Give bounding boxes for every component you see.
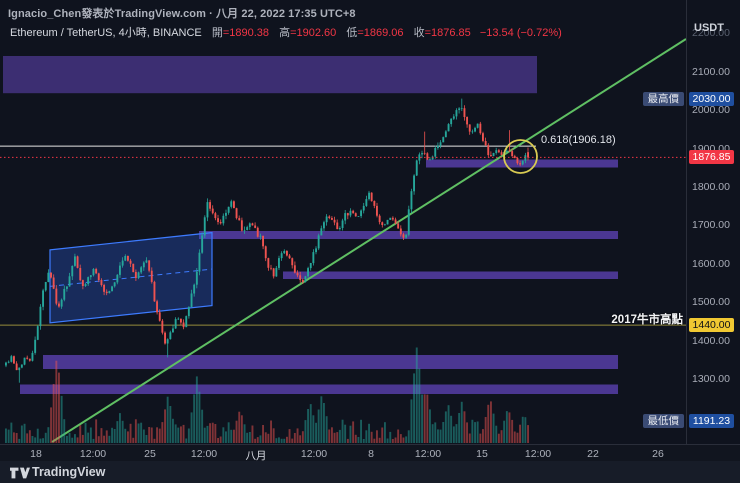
session-low-label-badge: 最低價 xyxy=(642,413,684,428)
price-tick-label: 2200.00 xyxy=(692,27,730,40)
zone-1560-1580 xyxy=(283,271,618,279)
session-high-label-badge: 最高價 xyxy=(642,91,684,106)
time-axis[interactable] xyxy=(0,445,740,461)
close-value: =1876.85 xyxy=(424,27,471,39)
session-low-price-badge: 1191.23 xyxy=(689,413,734,428)
footer-bar xyxy=(0,461,740,483)
price-axis-border xyxy=(686,0,687,444)
price-tick-label: 1400.00 xyxy=(692,334,730,347)
price-tick-label: 2100.00 xyxy=(692,65,730,78)
time-tick-label: 12:00 xyxy=(524,448,552,460)
channel-midline xyxy=(49,268,213,287)
price-tick-label: 2000.00 xyxy=(692,104,730,117)
uptrend-line[interactable] xyxy=(51,38,687,443)
time-tick-label: 18 xyxy=(30,448,42,460)
price-tick-label: 1600.00 xyxy=(692,257,730,270)
time-tick-label: 八月 xyxy=(245,450,267,462)
fib-level-annotation: 0.618(1906.18) xyxy=(541,134,616,146)
price-tick-label: 1300.00 xyxy=(692,372,730,385)
low-value: =1869.06 xyxy=(357,27,404,39)
bull-top-annotation: 2017牛市高點 xyxy=(611,313,683,326)
highlight-circle[interactable] xyxy=(503,139,538,174)
tradingview-brand-text[interactable]: TradingView xyxy=(32,465,106,479)
tradingview-logo-icon[interactable] xyxy=(10,466,30,480)
zone-1261-1285 xyxy=(20,384,618,394)
high-value: =1902.60 xyxy=(290,27,337,39)
open-value: =1890.38 xyxy=(222,27,270,39)
symbol-title: Ethereum / TetherUS, 4小時, BINANCE xyxy=(10,27,202,39)
time-tick-label: 12:00 xyxy=(300,448,328,460)
open-label: 開 xyxy=(211,27,223,39)
axis-currency-label: USDT xyxy=(694,22,724,34)
zone-1326-1362 xyxy=(43,355,618,369)
snapshot-byline: Ignacio_Chen發表於TradingView.com · 八月 22, … xyxy=(8,8,356,20)
price-tick-label: 1800.00 xyxy=(692,180,730,193)
candlesticks xyxy=(5,98,529,383)
symbol-legend[interactable]: Ethereum / TetherUS, 4小時, BINANCE 開=1890… xyxy=(10,24,562,40)
time-tick-label: 12:00 xyxy=(414,448,442,460)
time-tick-label: 12:00 xyxy=(190,448,218,460)
time-tick-label: 15 xyxy=(476,448,488,460)
low-label: 低 xyxy=(346,27,358,39)
high-label: 高 xyxy=(279,27,291,39)
supply-zone-2045-2141 xyxy=(3,56,537,94)
time-tick-label: 26 xyxy=(652,448,664,460)
time-tick-label: 25 xyxy=(144,448,156,460)
change-value: −13.54 (−0.72%) xyxy=(479,27,562,39)
time-tick-label: 22 xyxy=(587,448,599,460)
time-tick-label: 12:00 xyxy=(79,448,107,460)
last-price-badge: 1876.85 xyxy=(689,150,734,165)
time-tick-label: 8 xyxy=(368,448,374,460)
close-label: 收 xyxy=(413,27,425,39)
time-axis-border xyxy=(0,444,740,445)
price-tick-label: 1700.00 xyxy=(692,219,730,232)
bull-top-price-badge: 1440.00 xyxy=(689,318,734,333)
session-high-price-badge: 2030.00 xyxy=(689,91,734,106)
price-tick-label: 1500.00 xyxy=(692,296,730,309)
volume-bars xyxy=(5,347,529,443)
